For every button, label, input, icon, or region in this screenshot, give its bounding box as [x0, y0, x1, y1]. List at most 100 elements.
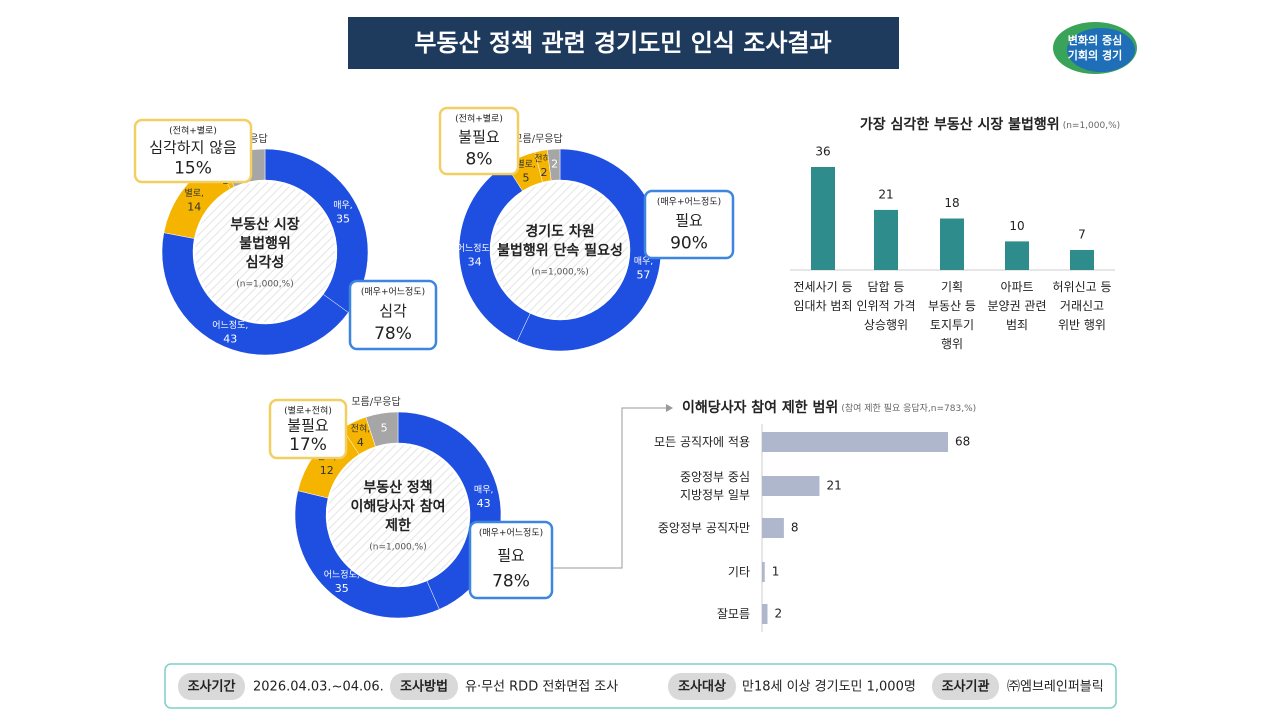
bar — [811, 167, 835, 270]
bar-value: 36 — [815, 145, 830, 159]
x-tick-label: 담합 등 인위적 가격 상승행위 — [856, 280, 915, 332]
bar — [762, 518, 784, 538]
callout-label: 심각하지 않음 — [149, 138, 237, 156]
footer-value: ㈜엠브레인퍼블릭 — [1007, 680, 1104, 695]
y-tick-label-line: 지방정부 일부 — [680, 488, 750, 502]
bar-value: 21 — [826, 479, 841, 493]
slice-name: 전혀, — [351, 423, 370, 434]
connector — [553, 404, 673, 569]
y-tick-label-line: 모든 공직자에 적용 — [654, 435, 750, 449]
footer-key: 조사대상 — [678, 679, 726, 695]
slice-value: 43 — [223, 332, 237, 345]
x-tick-label-line: 상승행위 — [864, 317, 908, 332]
logo-text: 기회의 경기 — [1068, 48, 1122, 62]
center-label-line: 불법행위 — [239, 236, 291, 252]
chart-title-main: 이해당사자 참여 제한 범위 — [682, 399, 838, 416]
y-tick-label-line: 잘모름 — [717, 607, 750, 621]
y-tick-label: 모든 공직자에 적용 — [654, 435, 750, 449]
callout-value: 17% — [289, 435, 327, 455]
footer-key: 조사방법 — [400, 679, 448, 695]
bar — [1070, 249, 1094, 270]
slice-value: 12 — [320, 464, 334, 477]
slice-value: 34 — [468, 255, 482, 268]
footer-pill — [668, 673, 736, 700]
y-tick-label: 기타 — [728, 565, 750, 579]
callout-value: 90% — [670, 233, 708, 253]
slice-value: 5 — [523, 172, 530, 185]
y-tick-label: 중앙정부 공직자만 — [658, 521, 750, 535]
callout-box — [643, 189, 735, 260]
bar-value: 68 — [955, 435, 970, 449]
callout-box — [133, 118, 253, 184]
x-tick-label-line: 임대차 범죄 — [793, 299, 852, 313]
callout-value: 8% — [466, 149, 493, 169]
donut-slice — [161, 232, 349, 356]
chart-title: 이해당사자 참여 제한 범위 (참여 제한 필요 응답자,n=783,%) — [682, 399, 976, 416]
center-label-line: 부동산 시장 — [230, 216, 299, 233]
donut-hole — [492, 182, 628, 318]
footer-value: 만18세 이상 경기도민 1,000명 — [742, 680, 916, 695]
slice-name: 어느정도, — [457, 243, 493, 254]
chart-title-main: 가장 심각한 부동산 시장 불법행위 — [860, 116, 1060, 133]
x-tick-label-line: 거래신고 — [1060, 299, 1104, 313]
callout-label: 심각 — [379, 302, 407, 320]
bar-value: 7 — [1078, 227, 1086, 241]
footer-pill — [932, 673, 999, 700]
donut-hole — [328, 445, 468, 585]
bar-value: 8 — [791, 521, 799, 535]
x-tick-label-line: 부동산 등 — [928, 299, 976, 313]
footer-value: 유·무선 RDD 전화면접 조사 — [465, 680, 618, 695]
slice-name: 매우, — [333, 200, 352, 211]
slice-value: 43 — [477, 497, 491, 510]
slice-value: 4 — [357, 436, 364, 449]
bar — [762, 476, 820, 496]
x-tick-label: 아파트 분양권 관련 범죄 — [987, 280, 1046, 332]
bar-value: 2 — [774, 607, 782, 621]
callout-label: 필요 — [675, 212, 703, 230]
slice-name: 매우, — [634, 256, 653, 267]
page-title: 부동산 정책 관련 경기도민 인식 조사결과 — [414, 29, 831, 57]
bar-value: 1 — [772, 565, 780, 579]
callout-box — [438, 106, 520, 176]
center-note: (n=1,000,%) — [236, 280, 293, 290]
slice-value: 2 — [540, 166, 547, 179]
x-tick-label-line: 행위 — [941, 336, 963, 351]
bar-value: 18 — [944, 196, 959, 210]
callout-group: (전혀+별로) — [169, 126, 217, 137]
slice-name: 어느정도, — [324, 570, 360, 581]
bar — [762, 604, 768, 624]
slice-value: 5 — [381, 422, 388, 435]
center-label-line: 제한 — [385, 518, 411, 534]
callout-box — [348, 279, 438, 351]
logo-text: 변화의 중심 — [1068, 33, 1122, 47]
x-tick-label-line: 전세사기 등 — [793, 280, 852, 294]
chart-subtitle: (참여 제한 필요 응답자,n=783,%) — [841, 402, 976, 414]
callout-label: 불필요 — [287, 417, 329, 435]
center-note: (n=1,000,%) — [531, 268, 588, 278]
slice-value: 2 — [551, 158, 558, 171]
center-label-line: 경기도 차원 — [525, 223, 594, 240]
slice-name: 별로, — [185, 188, 204, 199]
donut-slice — [547, 148, 561, 181]
slice-name: 모름/무응답 — [513, 133, 562, 145]
x-tick-label: 허위신고 등 거래신고 위반 행위 — [1052, 280, 1111, 332]
slice-value: 57 — [636, 269, 650, 282]
x-tick-label-line: 분양권 관련 — [987, 299, 1046, 313]
center-label-line: 불법행위 단속 필요성 — [497, 242, 623, 259]
chart-title: 가장 심각한 부동산 시장 불법행위 (n=1,000,%) — [860, 116, 1120, 133]
x-tick-label: 기획 부동산 등 토지투기 행위 — [928, 280, 976, 351]
callout-group: (전혀+별로) — [455, 114, 503, 125]
bar — [940, 218, 964, 270]
slice-name: 매우, — [474, 485, 493, 496]
x-tick-label-line: 허위신고 등 — [1052, 280, 1111, 294]
y-tick-label: 중앙정부 중심 지방정부 일부 — [680, 470, 750, 502]
x-tick-label-line: 범죄 — [1006, 318, 1028, 332]
bar-value: 21 — [878, 187, 893, 201]
callout-value: 78% — [492, 571, 530, 591]
center-label: 부동산 시장 불법행위 심각성 — [230, 216, 299, 271]
center-label-line: 부동산 정책 — [363, 479, 432, 496]
callout-group: (매우+어느정도) — [479, 528, 543, 539]
donut-slice — [294, 490, 440, 619]
bar — [762, 562, 765, 582]
